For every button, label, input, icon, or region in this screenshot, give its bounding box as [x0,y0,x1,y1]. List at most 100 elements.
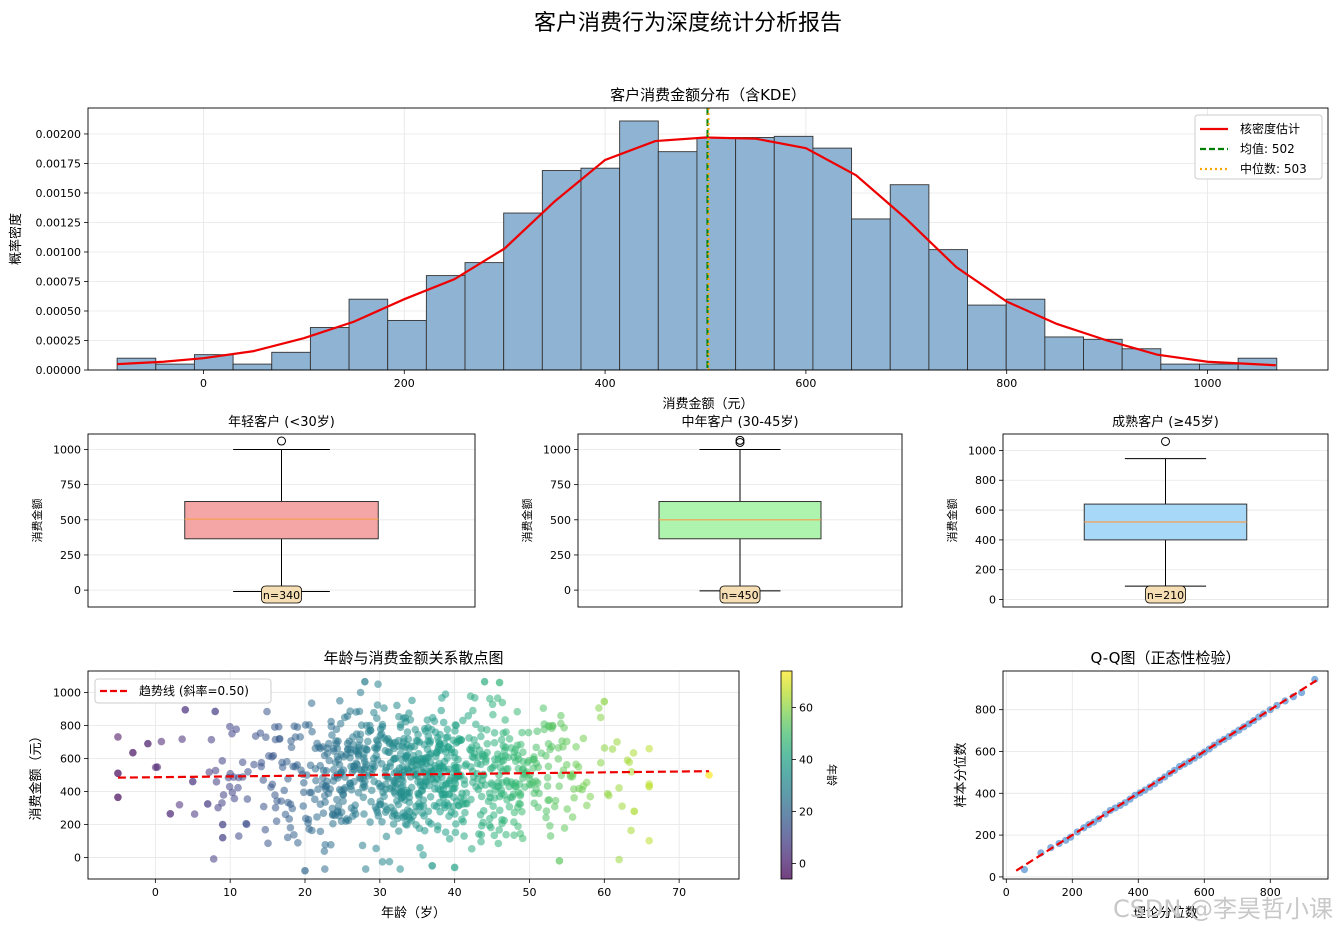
outlier-point [277,436,286,446]
scatter-point [337,808,346,816]
scatter-point [596,713,605,722]
scatter-point [426,792,435,801]
scatter-point [422,753,430,762]
scatter-point [499,756,508,765]
scatter-point [311,795,319,804]
scatter-point [372,844,380,853]
scatter-point [443,799,451,807]
scatter-point [358,841,367,850]
histogram-bar [348,298,389,371]
scatter-point [288,804,297,813]
scatter-point [554,755,563,763]
y-tick-label: 800 [975,704,996,717]
scatter-point [352,730,361,738]
scatter-point [181,705,190,714]
scatter-point [367,764,375,773]
scatter-point [630,807,639,816]
count-label: n=210 [1147,589,1184,602]
scatter-point [386,759,395,767]
x-tick-label: 30 [373,886,387,899]
axes-frame [577,433,903,608]
outlier-point [735,435,745,445]
scatter-point [586,792,595,801]
y-tick-label: 500 [60,514,81,527]
scatter-point [472,720,480,729]
scatter-point [468,753,477,761]
qq-title: Q-Q图（正态性检验） [1091,649,1241,667]
scatter-point [450,748,459,757]
histogram-bar [503,212,543,371]
scatter-point [323,749,332,758]
scatter-point [351,810,360,818]
scatter-point [114,769,122,778]
y-tick-label: 1000 [968,444,996,457]
scatter-point [518,807,526,816]
scatter-point [211,766,220,775]
x-tick-label: 0 [1003,886,1010,899]
scatter-point [272,817,281,825]
scatter-point [366,818,374,826]
scatter-point [477,837,485,846]
scatter-point [525,774,534,783]
scatter-point [259,776,268,784]
scatter-point [301,721,310,729]
histogram-x-label: 消费金额（元） [662,396,753,412]
y-tick-label: 250 [550,549,571,562]
scatter-point [560,824,569,832]
x-tick-label: 50 [522,886,536,899]
scatter-point [435,737,443,746]
scatter-point [498,698,507,707]
scatter-point [529,764,538,772]
histogram-bar [619,120,659,371]
scatter-point [477,725,486,733]
scatter-legend: 趋势线 (斜率=0.50) [94,678,272,704]
scatter-point [419,851,427,859]
x-tick-label: 40 [448,886,462,899]
y-tick-label: 0.00000 [36,364,82,377]
scatter-point [518,728,526,737]
y-tick-label: 800 [60,719,81,732]
scatter-point [547,724,556,733]
scatter-point [386,784,394,793]
histogram-bar [425,275,466,371]
scatter-point [578,785,586,794]
scatter-point [445,776,454,785]
scatter-point [316,827,325,836]
scatter-point [234,832,243,840]
scatter-point [534,803,542,812]
boxplot-y-label: 消费金额 [30,499,44,543]
scatter-point [515,799,523,808]
y-tick-label: 1000 [543,443,571,456]
scatter-point [329,765,338,774]
scatter-point [454,763,462,772]
scatter-point [496,763,505,772]
scatter-point [494,839,503,848]
histogram-bar [812,147,853,371]
scatter-point [510,818,518,826]
scatter-point [557,711,565,720]
scatter-point [387,803,395,812]
scatter-point [558,737,566,745]
scatter-point [404,813,413,821]
y-tick-label: 400 [975,534,996,547]
y-tick-label: 0.00150 [36,187,82,200]
y-tick-label: 250 [60,549,81,562]
scatter-point [312,776,320,785]
scatter-point [487,823,495,832]
scatter-point [443,725,452,734]
scatter-point [470,736,478,744]
scatter-point [297,766,305,774]
scatter-point [562,760,571,769]
scatter-point [321,865,329,873]
scatter-point [218,820,227,829]
scatter-point [497,736,506,744]
scatter-point [428,861,437,870]
scatter-point [455,801,463,810]
scatter-point [391,738,400,747]
scatter-point [459,716,467,725]
scatter-point [129,748,137,757]
scatter-point [544,762,553,771]
scatter-point [283,833,292,842]
scatter-point [244,767,252,776]
scatter-point [461,808,469,817]
